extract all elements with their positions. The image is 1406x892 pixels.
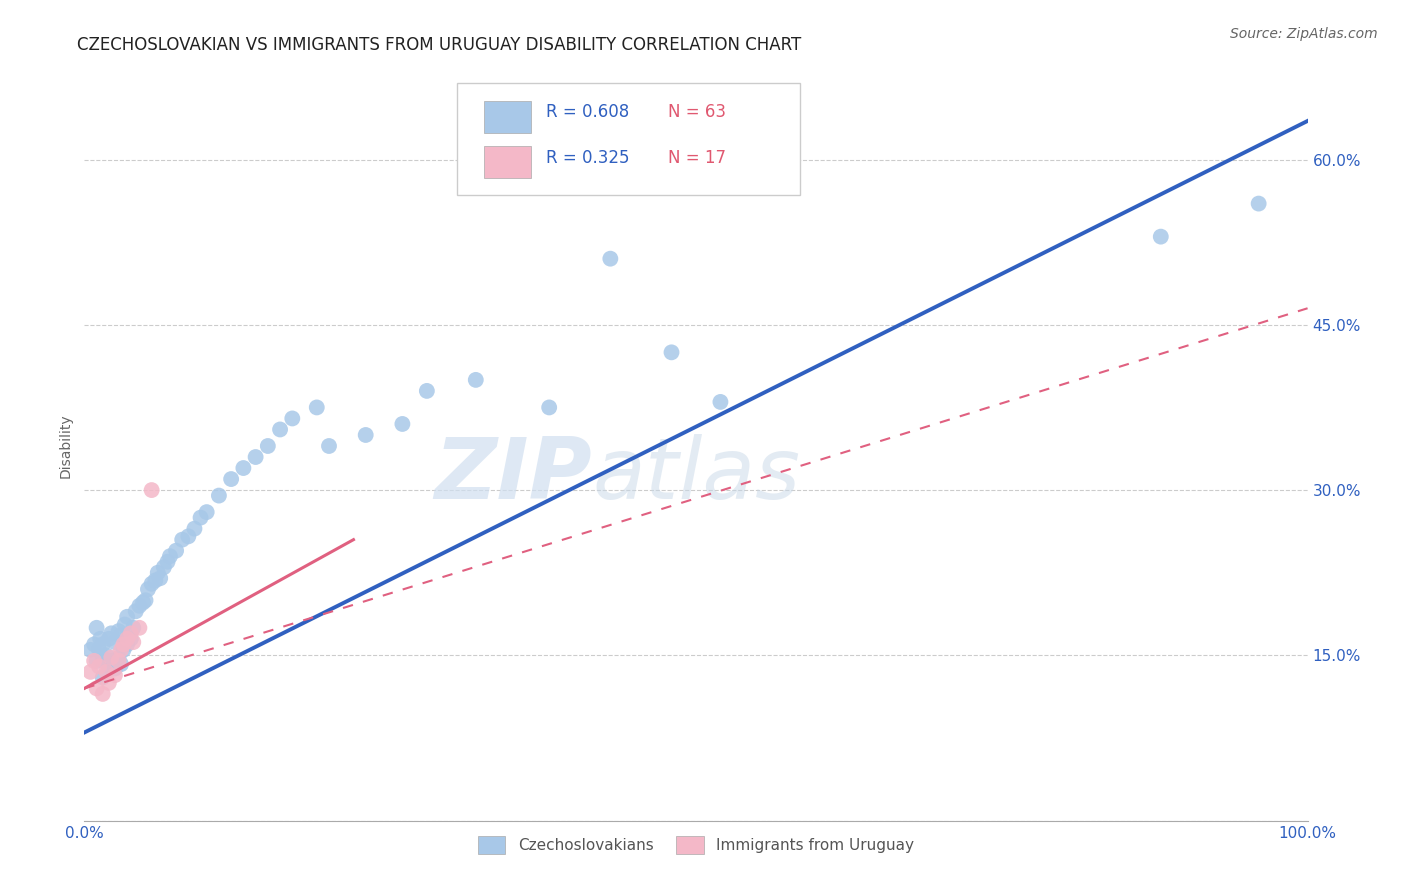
Y-axis label: Disability: Disability <box>59 414 73 478</box>
Point <box>104 635 127 649</box>
Point <box>120 632 142 646</box>
Point <box>120 626 142 640</box>
Point <box>149 571 172 585</box>
Point <box>219 472 242 486</box>
Point <box>232 461 254 475</box>
Point <box>110 657 132 672</box>
Point <box>87 643 110 657</box>
Point <box>128 599 150 613</box>
Point <box>141 483 163 497</box>
Point <box>709 395 731 409</box>
Point <box>1247 196 1270 211</box>
Point <box>87 659 110 673</box>
Point <box>114 617 136 632</box>
Point <box>128 621 150 635</box>
Point <box>107 654 129 668</box>
Point <box>91 670 114 684</box>
Point <box>115 609 138 624</box>
Point <box>97 676 120 690</box>
Point <box>100 650 122 665</box>
Point <box>1150 229 1173 244</box>
Point <box>391 417 413 431</box>
Point <box>86 681 108 696</box>
Text: R = 0.325: R = 0.325 <box>546 149 628 168</box>
Point <box>599 252 621 266</box>
Point <box>83 637 105 651</box>
Point <box>141 576 163 591</box>
Point <box>100 654 122 668</box>
Point <box>125 604 148 618</box>
Point <box>318 439 340 453</box>
Text: Source: ZipAtlas.com: Source: ZipAtlas.com <box>1230 27 1378 41</box>
Point <box>91 650 114 665</box>
FancyBboxPatch shape <box>457 83 800 195</box>
Point <box>91 637 114 651</box>
Point <box>183 522 205 536</box>
Point <box>97 659 120 673</box>
Point <box>100 626 122 640</box>
Point <box>245 450 267 464</box>
Point <box>122 621 145 635</box>
Text: N = 17: N = 17 <box>668 149 725 168</box>
Point <box>269 422 291 436</box>
Point <box>91 687 114 701</box>
Point <box>416 384 439 398</box>
Point <box>86 654 108 668</box>
Point <box>107 650 129 665</box>
Point <box>112 643 135 657</box>
Point <box>135 593 157 607</box>
Point <box>96 648 118 663</box>
Point <box>136 582 159 597</box>
Point <box>172 533 194 547</box>
Point <box>165 543 187 558</box>
Point <box>195 505 218 519</box>
Text: N = 63: N = 63 <box>668 103 725 121</box>
Point <box>208 489 231 503</box>
Point <box>79 643 101 657</box>
Point <box>112 637 135 651</box>
Point <box>104 668 127 682</box>
Point <box>104 662 127 676</box>
Point <box>132 595 155 609</box>
Point <box>190 510 212 524</box>
Point <box>153 560 176 574</box>
Point <box>79 665 101 679</box>
Legend: Czechoslovakians, Immigrants from Uruguay: Czechoslovakians, Immigrants from Urugua… <box>470 829 922 862</box>
Point <box>122 635 145 649</box>
Point <box>115 637 138 651</box>
Point <box>107 624 129 639</box>
Point <box>110 643 132 657</box>
Point <box>143 574 166 588</box>
Point <box>538 401 561 415</box>
Point <box>177 529 200 543</box>
Point <box>96 665 118 679</box>
Point <box>257 439 280 453</box>
Point <box>354 428 377 442</box>
Point <box>97 632 120 646</box>
Text: R = 0.608: R = 0.608 <box>546 103 628 121</box>
Point <box>159 549 181 564</box>
Point <box>83 654 105 668</box>
Bar <box>484 146 531 178</box>
Point <box>146 566 169 580</box>
Text: atlas: atlas <box>592 434 800 517</box>
Bar <box>484 102 531 133</box>
Point <box>86 621 108 635</box>
Point <box>281 411 304 425</box>
Point <box>110 628 132 642</box>
Point <box>156 555 179 569</box>
Text: CZECHOSLOVAKIAN VS IMMIGRANTS FROM URUGUAY DISABILITY CORRELATION CHART: CZECHOSLOVAKIAN VS IMMIGRANTS FROM URUGU… <box>77 36 801 54</box>
Point <box>661 345 683 359</box>
Point <box>89 632 111 646</box>
Point <box>464 373 486 387</box>
Point <box>305 401 328 415</box>
Text: ZIP: ZIP <box>434 434 592 517</box>
Point <box>115 632 138 646</box>
